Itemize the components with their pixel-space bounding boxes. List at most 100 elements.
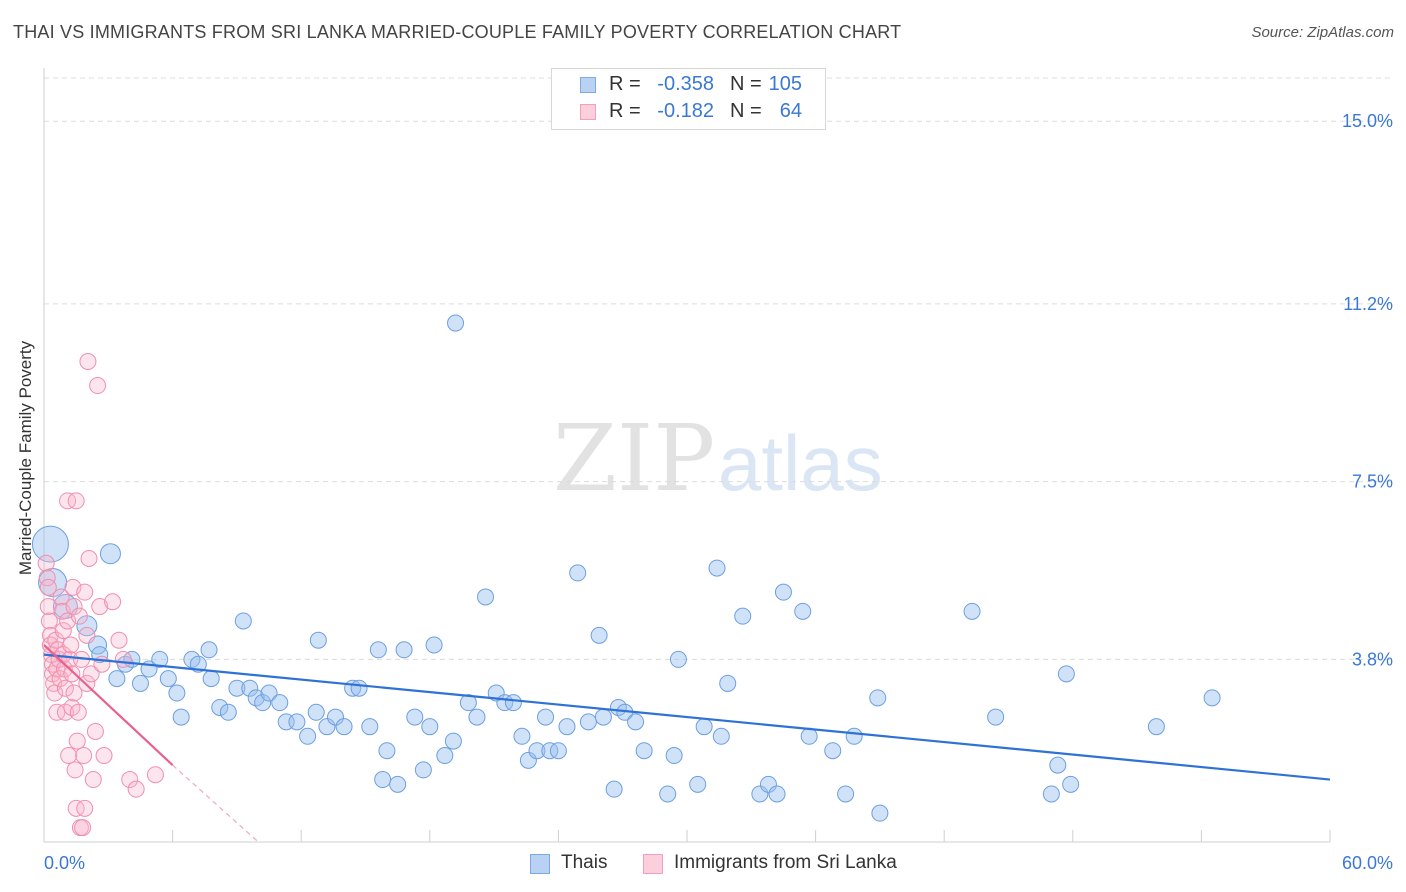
point-thais [108, 670, 126, 688]
point-thais [689, 775, 707, 793]
point-sri-lanka [37, 554, 55, 572]
point-thais [734, 607, 752, 625]
y-tick-label: 3.8% [1352, 649, 1393, 669]
point-sri-lanka [95, 747, 113, 765]
point-sri-lanka [76, 583, 94, 601]
point-thais [1057, 665, 1075, 683]
point-thais [395, 641, 413, 659]
point-sri-lanka [76, 799, 94, 817]
point-thais [759, 775, 777, 793]
legend-n-label: N = [730, 100, 762, 122]
point-thais [669, 650, 687, 668]
point-thais [200, 641, 218, 659]
y-tick-labels: 3.8% 7.5% 11.2% 15.0% [1342, 111, 1393, 669]
point-sri-lanka [121, 771, 139, 789]
point-thais [307, 703, 325, 721]
point-thais [234, 612, 252, 630]
point-thais [425, 636, 443, 654]
point-thais [241, 679, 259, 697]
point-thais [260, 684, 278, 702]
point-thais [708, 559, 726, 577]
bottom-legend-label-sri-lanka: Immigrants from Sri Lanka [674, 852, 897, 873]
point-sri-lanka [66, 761, 84, 779]
trend-lines [43, 644, 1331, 843]
point-sri-lanka [60, 747, 78, 765]
point-thais [869, 689, 887, 707]
point-sri-lanka [91, 598, 109, 616]
trend-line-sri-lanka [43, 644, 174, 766]
legend-n-value-sri-lanka: 64 [779, 100, 802, 122]
point-thais [665, 747, 683, 765]
point-thais [459, 694, 477, 712]
point-sri-lanka [75, 747, 93, 765]
point-thais [635, 742, 653, 760]
legend-box: R = -0.358 N = 105 R = -0.182 N = 64 [551, 68, 826, 130]
point-thais [444, 732, 462, 750]
point-thais [774, 583, 792, 601]
point-thais [627, 713, 645, 731]
legend-swatch-thais [580, 77, 596, 93]
point-thais [541, 742, 559, 760]
point-sri-lanka [68, 732, 86, 750]
point-thais [590, 626, 608, 644]
point-sri-lanka [74, 819, 92, 837]
axes [43, 68, 1331, 843]
point-thais [172, 708, 190, 726]
point-thais [768, 785, 786, 803]
point-thais [751, 785, 769, 803]
point-thais [477, 588, 495, 606]
point-thais [800, 727, 818, 745]
point-thais [202, 670, 220, 688]
point-thais [845, 727, 863, 745]
point-thais [1062, 775, 1080, 793]
point-sri-lanka [80, 550, 98, 568]
point-thais [254, 694, 272, 712]
point-thais [350, 679, 368, 697]
point-thais [987, 708, 1005, 726]
legend-n-label: N = [730, 73, 762, 95]
point-thais [335, 718, 353, 736]
point-thais [406, 708, 424, 726]
point-thais [374, 771, 392, 789]
point-thais [131, 674, 149, 692]
point-sri-lanka [52, 588, 70, 606]
bottom-legend-swatch-thais [530, 854, 550, 874]
trend-extension-sri-lanka [172, 764, 259, 843]
point-sri-lanka [65, 684, 83, 702]
point-thais [31, 525, 69, 563]
point-sri-lanka [41, 626, 59, 644]
point-thais [558, 718, 576, 736]
point-thais [468, 708, 486, 726]
point-thais [151, 650, 169, 668]
point-thais [594, 708, 612, 726]
watermark-atlas: atlas [718, 419, 883, 507]
point-thais [436, 747, 454, 765]
legend-r-value-thais: -0.358 [657, 73, 714, 95]
point-thais [719, 674, 737, 692]
y-tick-label: 11.2% [1343, 294, 1393, 314]
point-thais [579, 713, 597, 731]
point-thais [963, 602, 981, 620]
legend-r-value-sri-lanka: -0.182 [657, 100, 714, 122]
point-sri-lanka [84, 771, 102, 789]
point-thais [794, 602, 812, 620]
point-thais [871, 804, 889, 822]
point-thais [605, 780, 623, 798]
point-sri-lanka [70, 607, 88, 625]
x-tick-labels: 0.0% 60.0% [44, 853, 1393, 873]
point-sri-lanka [62, 636, 80, 654]
point-sri-lanka [54, 622, 72, 640]
point-thais [528, 742, 546, 760]
point-thais [326, 708, 344, 726]
point-sri-lanka [65, 598, 83, 616]
point-thais [168, 684, 186, 702]
point-thais [228, 679, 246, 697]
point-sri-lanka [110, 631, 128, 649]
bottom-legend-label-thais: Thais [561, 852, 608, 873]
legend-swatch-sri-lanka [580, 104, 596, 120]
point-thais [513, 727, 531, 745]
point-sri-lanka [89, 377, 107, 395]
point-sri-lanka [104, 593, 122, 611]
point-thais [695, 718, 713, 736]
